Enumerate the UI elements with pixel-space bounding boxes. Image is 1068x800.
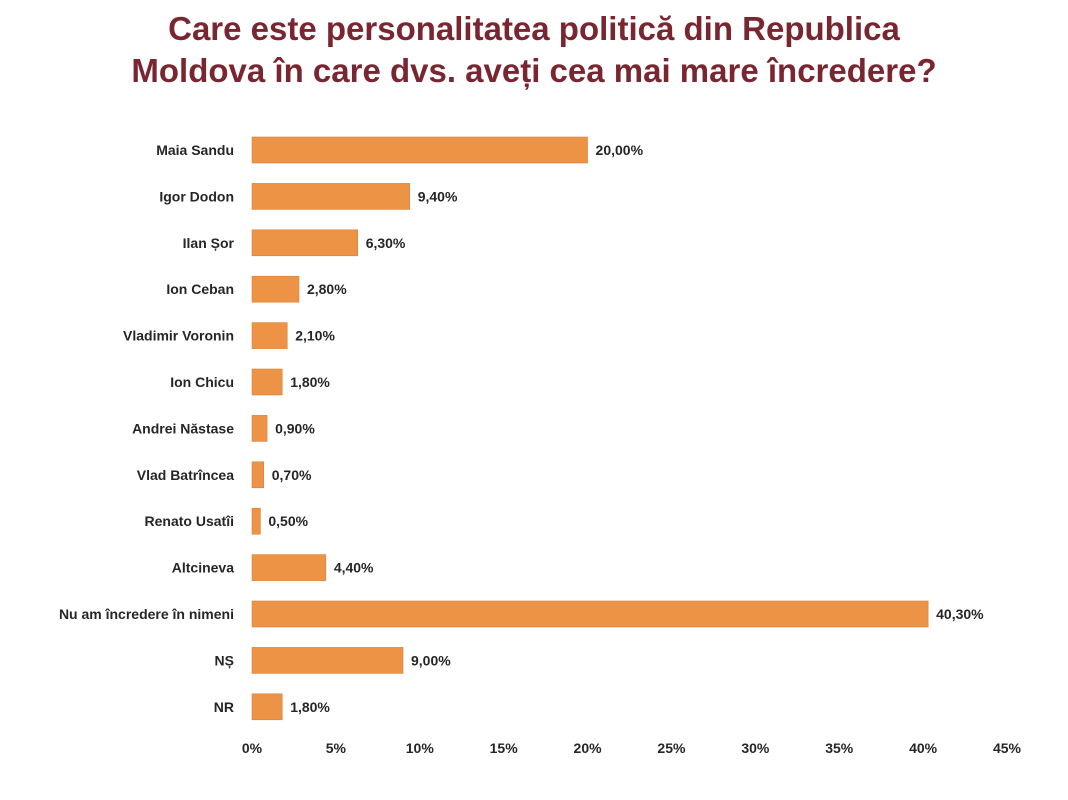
- category-label: Ilan Șor: [183, 235, 235, 251]
- bar: [251, 368, 283, 396]
- value-label: 6,30%: [366, 235, 406, 251]
- category-label: Nu am încredere în nimeni: [59, 606, 234, 622]
- x-tick-label: 15%: [490, 740, 519, 756]
- bar: [251, 554, 327, 581]
- value-label: 20,00%: [596, 142, 644, 158]
- value-label: 40,30%: [936, 606, 984, 622]
- x-tick-label: 10%: [406, 740, 435, 756]
- value-label: 1,80%: [290, 699, 330, 715]
- category-label: Ion Chicu: [170, 374, 234, 390]
- category-label: Maia Sandu: [156, 142, 234, 158]
- x-tick-label: 20%: [574, 740, 603, 756]
- chart-title-line-2: Moldova în care dvs. aveți cea mai mare …: [131, 52, 937, 89]
- value-label: 1,80%: [290, 374, 330, 390]
- category-label: Igor Dodon: [159, 188, 234, 204]
- value-label: 0,70%: [272, 467, 312, 483]
- chart-title: Care este personalitatea politică din Re…: [0, 8, 1068, 92]
- bar: [251, 275, 300, 303]
- category-label: NȘ: [215, 652, 234, 668]
- chart-title-line-1: Care este personalitatea politică din Re…: [168, 10, 900, 47]
- category-label: Altcineva: [172, 560, 234, 576]
- bar: [251, 183, 411, 210]
- x-tick-label: 35%: [825, 740, 854, 756]
- bar: [251, 507, 261, 535]
- bar: [251, 415, 268, 442]
- value-label: 9,00%: [411, 652, 451, 668]
- x-tick-label: 40%: [909, 740, 938, 756]
- category-label: NR: [214, 699, 234, 715]
- category-label: Andrei Năstase: [132, 420, 234, 436]
- x-tick-label: 30%: [741, 740, 770, 756]
- category-label: Renato Usatîi: [145, 513, 234, 529]
- x-tick-label: 5%: [326, 740, 347, 756]
- bar: [251, 322, 288, 349]
- bar: [251, 136, 588, 164]
- category-label: Ion Ceban: [166, 281, 234, 297]
- bar: [251, 600, 929, 628]
- bar: [251, 229, 358, 257]
- x-tick-label: 45%: [993, 740, 1022, 756]
- bar: [251, 647, 404, 674]
- category-label: Vlad Batrîncea: [137, 467, 234, 483]
- bar: [251, 693, 283, 721]
- value-label: 9,40%: [418, 188, 458, 204]
- value-label: 0,50%: [268, 513, 308, 529]
- bar: [251, 461, 265, 489]
- x-tick-label: 25%: [657, 740, 686, 756]
- value-label: 0,90%: [275, 420, 315, 436]
- value-label: 2,80%: [307, 281, 347, 297]
- category-label: Vladimir Voronin: [123, 328, 234, 344]
- x-tick-label: 0%: [242, 740, 263, 756]
- value-label: 2,10%: [295, 328, 335, 344]
- value-label: 4,40%: [334, 560, 374, 576]
